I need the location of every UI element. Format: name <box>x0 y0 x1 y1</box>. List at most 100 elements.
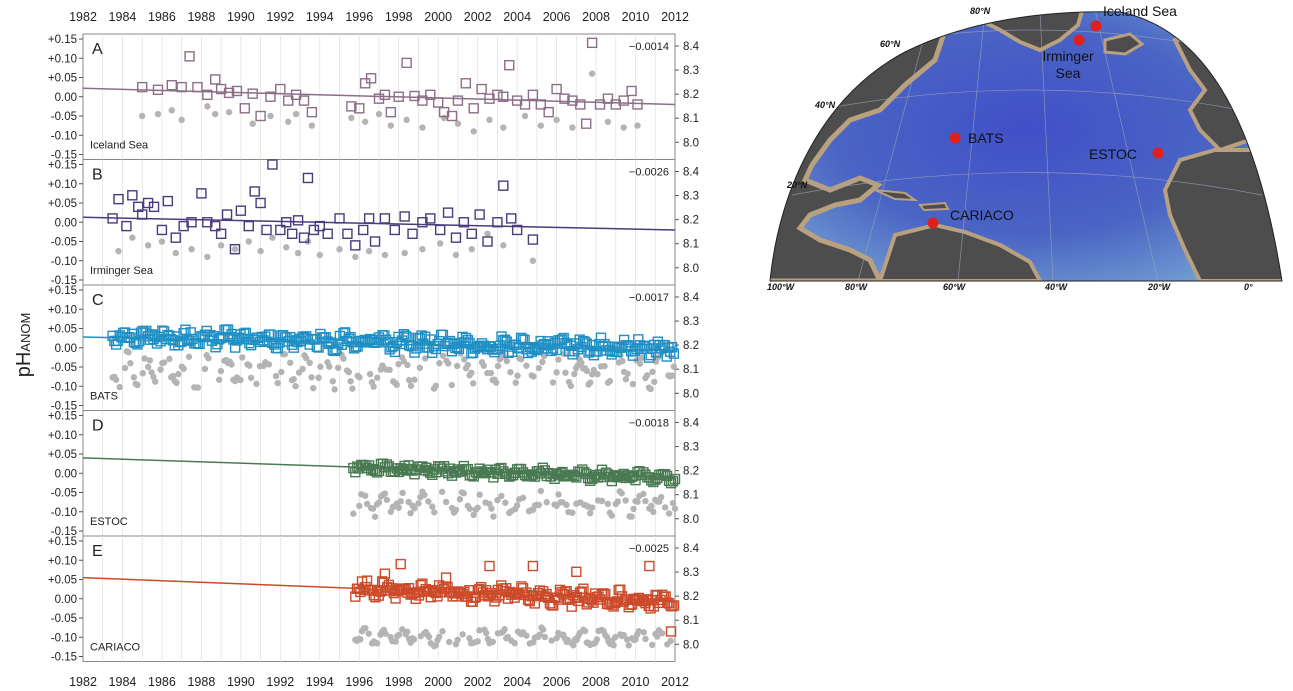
insitu-point <box>407 509 414 517</box>
ph-anom-point <box>130 337 141 349</box>
ph-anom-point <box>156 224 168 236</box>
insitu-point <box>292 110 300 118</box>
insitu-point <box>290 376 297 383</box>
ph-anom-point <box>290 89 302 101</box>
insitu-point <box>326 363 333 370</box>
estoc-label: ESTOC <box>1089 146 1137 162</box>
ph-anom-point <box>176 336 188 347</box>
insitu-point <box>382 630 389 637</box>
insitu-point <box>144 242 152 249</box>
x-tick-bottom-2010: 2010 <box>622 675 650 689</box>
ph-anom-point <box>444 335 456 347</box>
y-tick-label-right: 8.2 <box>683 215 699 227</box>
insitu-point <box>432 642 440 649</box>
insitu-point <box>442 498 450 506</box>
ph-anom-point <box>265 329 276 340</box>
ph-anom-point <box>602 93 614 104</box>
insitu-point <box>369 505 377 512</box>
ph-anom-point <box>255 197 266 209</box>
insitu-point <box>403 116 410 124</box>
irminger-sea-label-2: Sea <box>1056 65 1081 81</box>
insitu-point <box>150 373 157 381</box>
ph-anom-point <box>659 340 671 351</box>
insitu-point <box>239 354 246 361</box>
insitu-point <box>393 381 400 389</box>
insitu-point <box>511 639 518 647</box>
y-tick-label-left: -0.10 <box>51 256 77 268</box>
ph-anom-point <box>184 51 195 62</box>
insitu-point <box>419 124 426 131</box>
insitu-point <box>410 636 418 643</box>
y-tick-label-right: 8.0 <box>683 263 699 275</box>
y-axis-label: pHANOM <box>13 313 35 378</box>
insitu-point <box>348 114 355 122</box>
insitu-point <box>517 356 525 363</box>
y-tick-label-right: 8.0 <box>683 137 699 149</box>
ph-anom-point <box>121 220 132 232</box>
lat-label-20n: 20°N <box>786 180 808 190</box>
x-tick-bottom-2002: 2002 <box>464 675 492 689</box>
insitu-point <box>425 633 433 641</box>
lon-label-0: 0° <box>1244 282 1253 292</box>
insitu-point <box>265 361 273 368</box>
insitu-point <box>512 379 519 386</box>
trend-value: −0.0014 <box>629 41 669 53</box>
insitu-point <box>489 638 497 646</box>
ph-anom-point <box>667 601 678 612</box>
ph-anom-point <box>492 89 503 101</box>
insitu-point <box>648 502 655 510</box>
insitu-point <box>665 510 673 517</box>
insitu-point <box>212 110 219 118</box>
lat-label-60n: 60°N <box>880 39 901 49</box>
insitu-point <box>292 382 299 390</box>
insitu-point <box>253 380 260 388</box>
insitu-point <box>490 513 497 520</box>
y-tick-label-right: 8.4 <box>683 292 700 304</box>
insitu-point <box>116 383 123 391</box>
y-tick-label-right: 8.4 <box>683 543 700 555</box>
ph-anom-point <box>210 342 221 353</box>
y-tick-label-right: 8.2 <box>683 89 699 101</box>
insitu-point <box>306 359 313 367</box>
ph-anom-point <box>229 243 241 255</box>
ph-anom-point <box>313 342 324 353</box>
insitu-point <box>623 636 631 643</box>
ph-anom-point <box>369 236 381 247</box>
x-tick-bottom-1994: 1994 <box>306 675 334 689</box>
insitu-point <box>361 118 369 125</box>
insitu-point <box>175 370 182 378</box>
insitu-point <box>586 509 594 517</box>
ph-anom-point <box>594 99 606 110</box>
insitu-point <box>383 496 391 504</box>
insitu-point <box>215 376 223 383</box>
insitu-point <box>647 385 654 393</box>
ph-anom-point <box>247 88 258 99</box>
insitu-point <box>470 511 477 519</box>
insitu-point <box>399 626 406 633</box>
ph-anom-point <box>192 81 203 93</box>
ph-anom-point <box>389 346 401 358</box>
insitu-point <box>535 364 543 372</box>
ph-anom-point <box>281 217 292 228</box>
ph-anom-point <box>575 99 586 110</box>
insitu-point <box>454 120 462 127</box>
insitu-point <box>583 367 590 375</box>
insitu-point <box>578 359 585 367</box>
y-tick-label-left: -0.10 <box>51 507 77 519</box>
insitu-point <box>411 505 418 512</box>
insitu-point <box>395 631 403 639</box>
panel-letter: A <box>92 41 103 58</box>
ph-anom-point <box>235 205 247 216</box>
insitu-point <box>365 630 372 637</box>
y-tick-label-right: 8.1 <box>683 490 699 502</box>
ph-anom-point <box>433 97 444 108</box>
ph-anom-point <box>484 560 495 572</box>
ph-anom-point <box>529 598 540 609</box>
insitu-point <box>454 636 461 643</box>
insitu-point <box>387 508 395 515</box>
ph-anom-point <box>666 341 678 353</box>
ph-anom-point <box>474 209 485 220</box>
insitu-point <box>329 378 337 385</box>
x-tick-top-2004: 2004 <box>503 10 531 24</box>
